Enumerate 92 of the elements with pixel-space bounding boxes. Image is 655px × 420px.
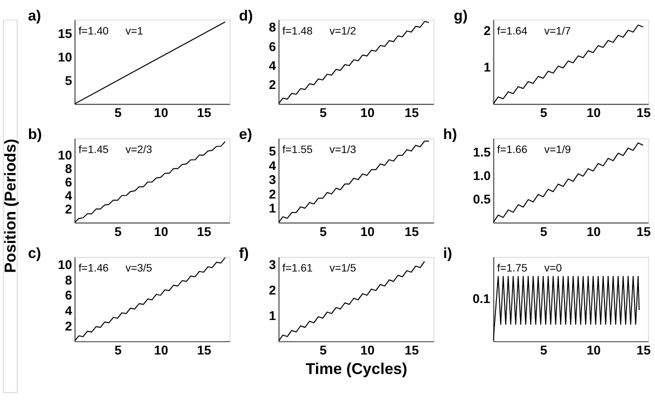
y-tick-label: 1 [268, 200, 276, 216]
x-tick-label: 10 [154, 342, 168, 358]
y-tick-label: 15 [58, 26, 72, 42]
y-tick-label: 2 [64, 201, 72, 216]
x-tick-label: 10 [154, 224, 168, 239]
annotation: v=1/5 [329, 262, 356, 275]
y-tick-label: 5 [64, 72, 72, 88]
annotation: v=1/3 [329, 144, 356, 156]
y-tick-label: 2 [268, 77, 276, 92]
y-tick-label: 8 [64, 160, 72, 176]
y-tick-label: 2 [484, 22, 491, 38]
y-tick-label: 10 [58, 256, 72, 272]
line-series [278, 260, 426, 342]
y-tick-label: 6 [64, 288, 72, 303]
x-tick-label: 5 [320, 224, 327, 239]
line-series [493, 24, 644, 104]
y-tick-label: 4 [268, 158, 277, 173]
x-tick-label: 10 [360, 105, 375, 120]
annotation: f=1.40 [78, 25, 109, 38]
y-tick-label: 2 [268, 186, 276, 202]
y-tick-label: 1.0 [473, 168, 491, 184]
x-axis-title: Time (Cycles) [306, 361, 408, 378]
x-tick-label: 10 [586, 105, 601, 120]
x-tick-label: 5 [540, 224, 548, 239]
annotation: f=1.66 [497, 144, 528, 156]
y-tick-label: 2 [64, 318, 72, 334]
chart-title: i) [443, 246, 452, 262]
y-tick-label: 1 [484, 60, 491, 75]
y-tick-label: 3 [268, 256, 276, 272]
chart-title: h) [443, 127, 458, 144]
y-tick-label: 10 [58, 49, 72, 64]
x-tick-label: 15 [197, 342, 212, 358]
x-tick-label: 10 [360, 224, 375, 239]
y-tick-label: 3 [268, 172, 276, 188]
y-tick-label: 6 [268, 38, 276, 54]
x-tick-label: 15 [636, 224, 651, 239]
x-tick-label: 5 [114, 105, 122, 120]
x-tick-label: 15 [404, 105, 419, 120]
y-tick-label: 1.5 [473, 144, 491, 160]
annotation: f=1.46 [78, 262, 109, 275]
y-tick-label: 5 [268, 143, 276, 158]
x-tick-label: 10 [154, 105, 168, 120]
y-tick-label: 6 [64, 174, 72, 190]
chart-title: a) [28, 8, 42, 25]
y-tick-label: 0.5 [473, 192, 491, 207]
y-tick-label: 8 [268, 20, 276, 35]
annotation: f=1.55 [282, 144, 313, 156]
text: f=1.75 [497, 262, 528, 275]
annotation: f=1.48 [282, 25, 313, 38]
x-tick-label: 5 [540, 105, 548, 120]
chart-title: g) [454, 8, 468, 25]
line-series [278, 140, 430, 223]
x-tick-label: 15 [636, 342, 651, 358]
y-tick-label: 4 [64, 188, 73, 203]
annotation: v=1/7 [544, 25, 571, 38]
x-tick-label: 15 [404, 224, 419, 239]
y-tick-label: 2 [268, 282, 276, 298]
annotation: v=1/9 [544, 144, 571, 156]
annotation: f=1.61 [282, 262, 313, 275]
chart-title: f) [239, 246, 249, 262]
x-tick-label: 10 [586, 224, 601, 239]
text: v=0 [544, 262, 562, 275]
x-tick-label: 5 [320, 342, 327, 358]
annotation: v=1/2 [329, 25, 356, 38]
annotation: v=1 [126, 25, 144, 38]
x-tick-label: 15 [636, 105, 651, 120]
x-tick-label: 10 [360, 342, 375, 358]
x-tick-label: 5 [540, 342, 548, 358]
y-tick-label: 4 [268, 58, 277, 73]
x-tick-label: 10 [586, 342, 601, 358]
x-tick-label: 5 [114, 224, 122, 239]
y-axis-title: Position (Periods) [2, 138, 20, 273]
x-tick-label: 5 [320, 105, 327, 120]
y-tick-label: 10 [58, 147, 72, 162]
annotation: v=3/5 [126, 262, 152, 275]
line-series [74, 141, 226, 223]
x-tick-label: 15 [404, 342, 419, 358]
y-tick-label: 1 [268, 308, 276, 324]
x-tick-label: 15 [197, 105, 212, 120]
annotation: v=2/3 [126, 144, 152, 156]
y-tick-label: 8 [64, 272, 72, 288]
chart-title: b) [28, 127, 42, 144]
text: 0.1 [472, 290, 490, 306]
annotation: f=1.64 [497, 25, 528, 38]
chart-title: d) [239, 8, 253, 25]
annotation: f=1.45 [78, 144, 109, 156]
x-tick-label: 15 [197, 224, 212, 239]
line-series [493, 142, 644, 223]
chart-title: c) [28, 246, 42, 262]
y-tick-label: 4 [64, 302, 73, 318]
x-tick-label: 5 [114, 342, 122, 358]
chart-title: e) [239, 127, 252, 144]
